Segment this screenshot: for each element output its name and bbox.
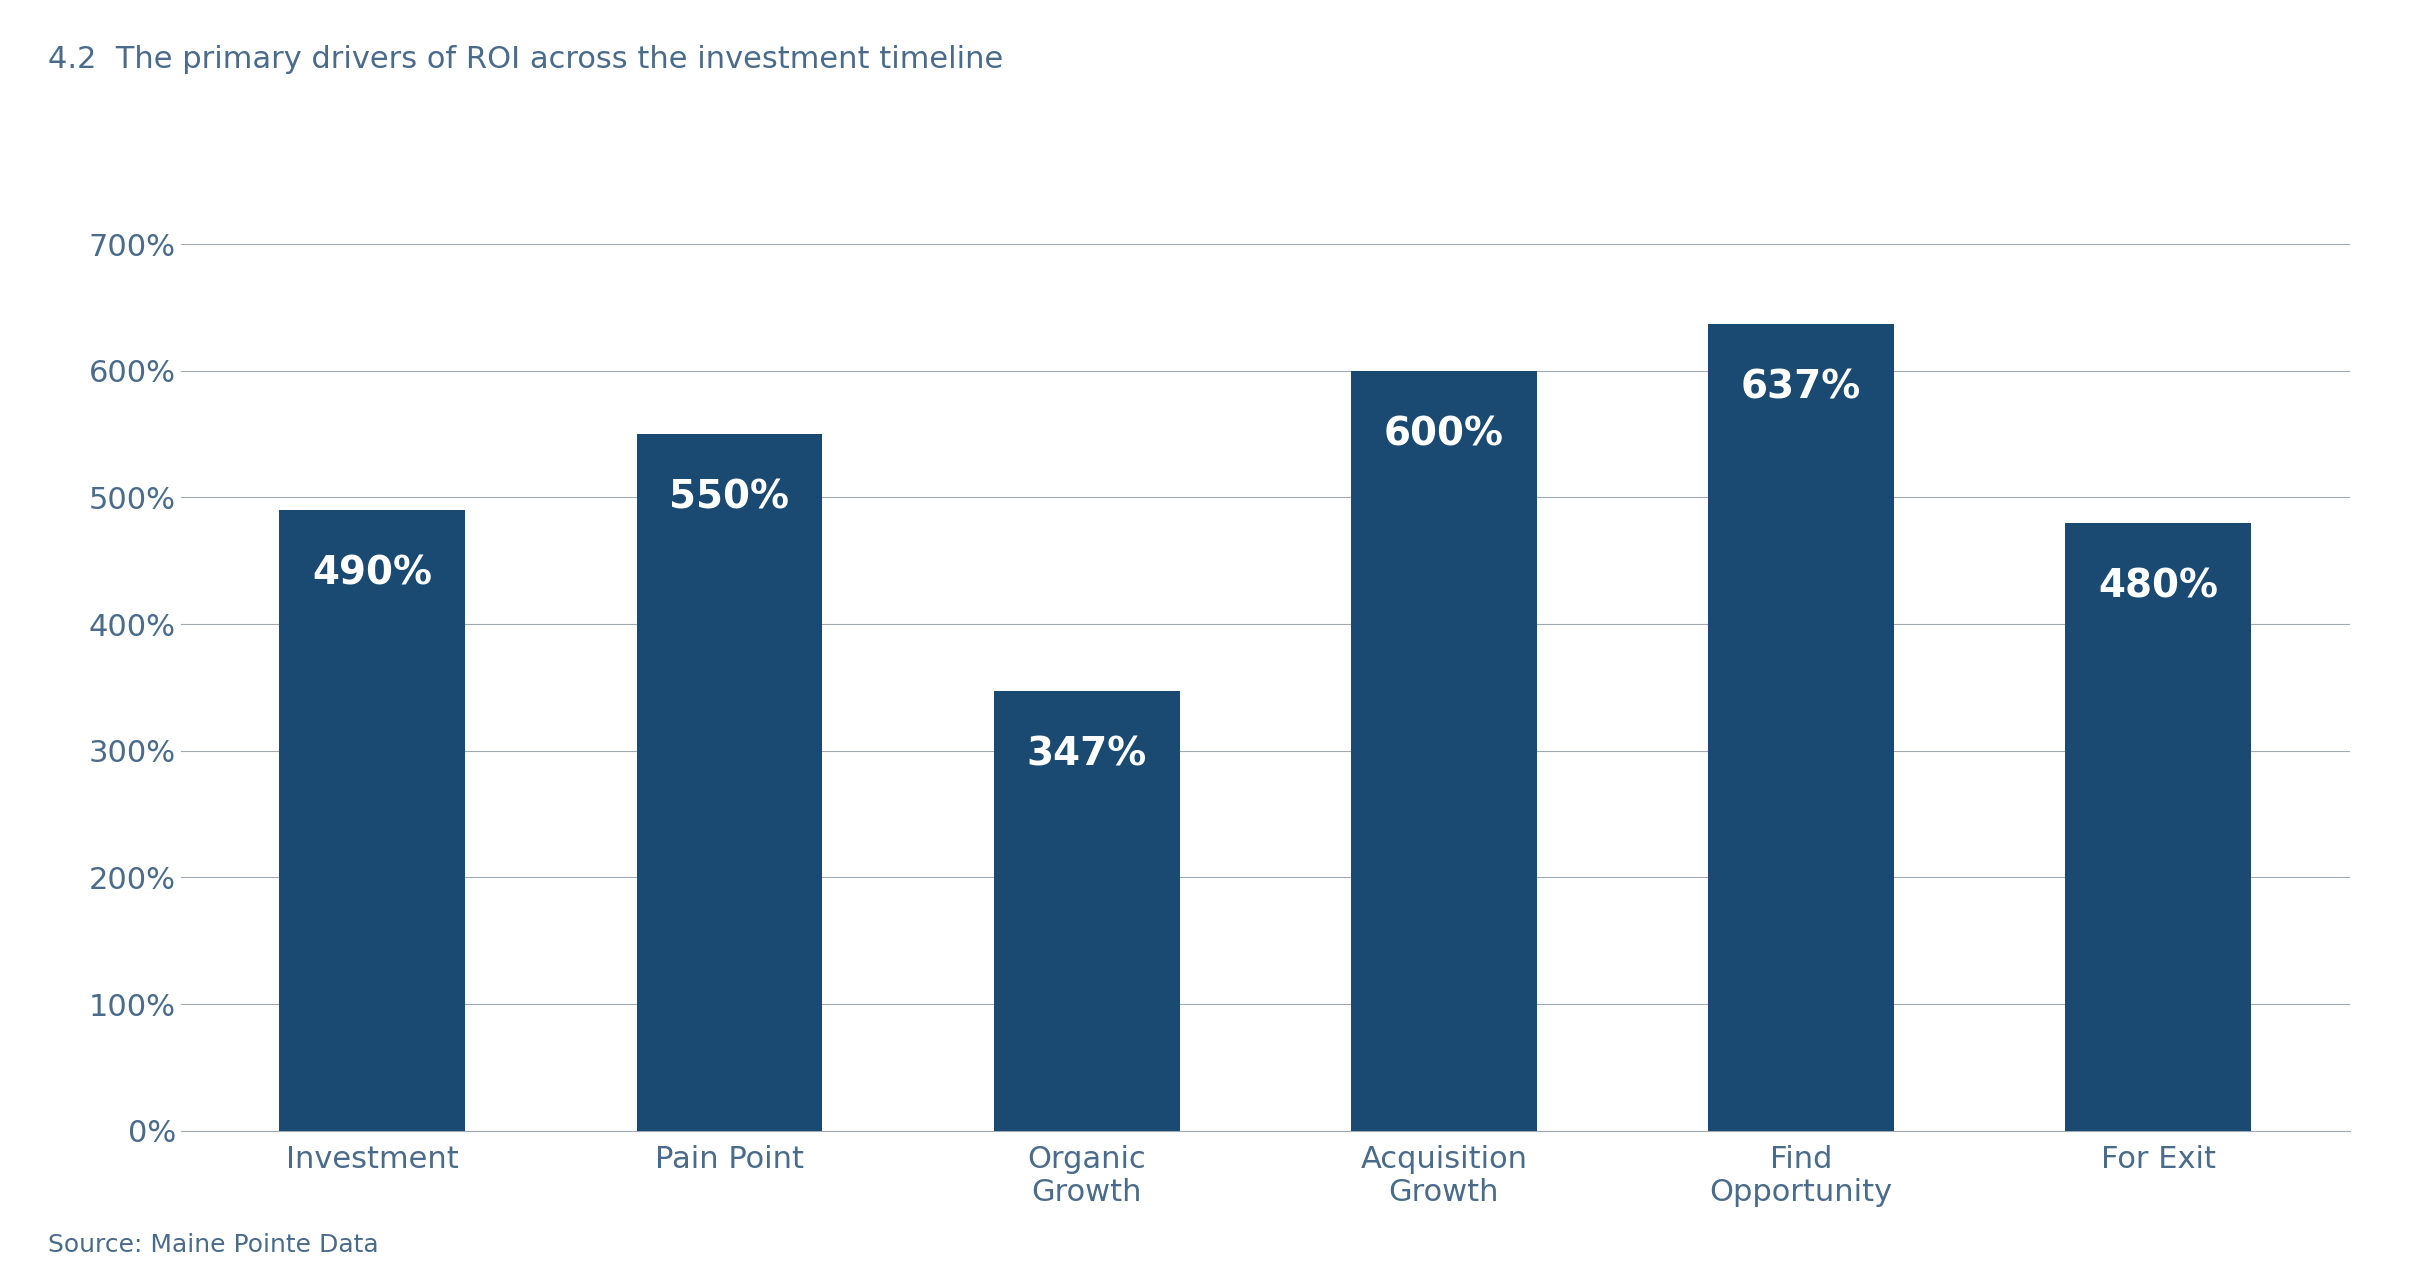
Text: 637%: 637% xyxy=(1740,369,1861,406)
Bar xyxy=(2065,523,2251,1131)
Bar xyxy=(1352,371,1538,1131)
Text: 550%: 550% xyxy=(670,478,790,517)
Text: Source: Maine Pointe Data: Source: Maine Pointe Data xyxy=(48,1232,378,1257)
Bar xyxy=(1709,324,1894,1131)
Bar xyxy=(993,691,1178,1131)
Text: 347%: 347% xyxy=(1027,735,1147,774)
Text: 480%: 480% xyxy=(2099,567,2217,605)
Bar xyxy=(280,510,465,1131)
Text: 490%: 490% xyxy=(313,555,431,592)
Bar xyxy=(636,434,822,1131)
Text: 4.2  The primary drivers of ROI across the investment timeline: 4.2 The primary drivers of ROI across th… xyxy=(48,45,1003,75)
Text: 600%: 600% xyxy=(1383,415,1504,454)
Text: ROIs by time driver: ROIs by time driver xyxy=(993,149,1538,198)
